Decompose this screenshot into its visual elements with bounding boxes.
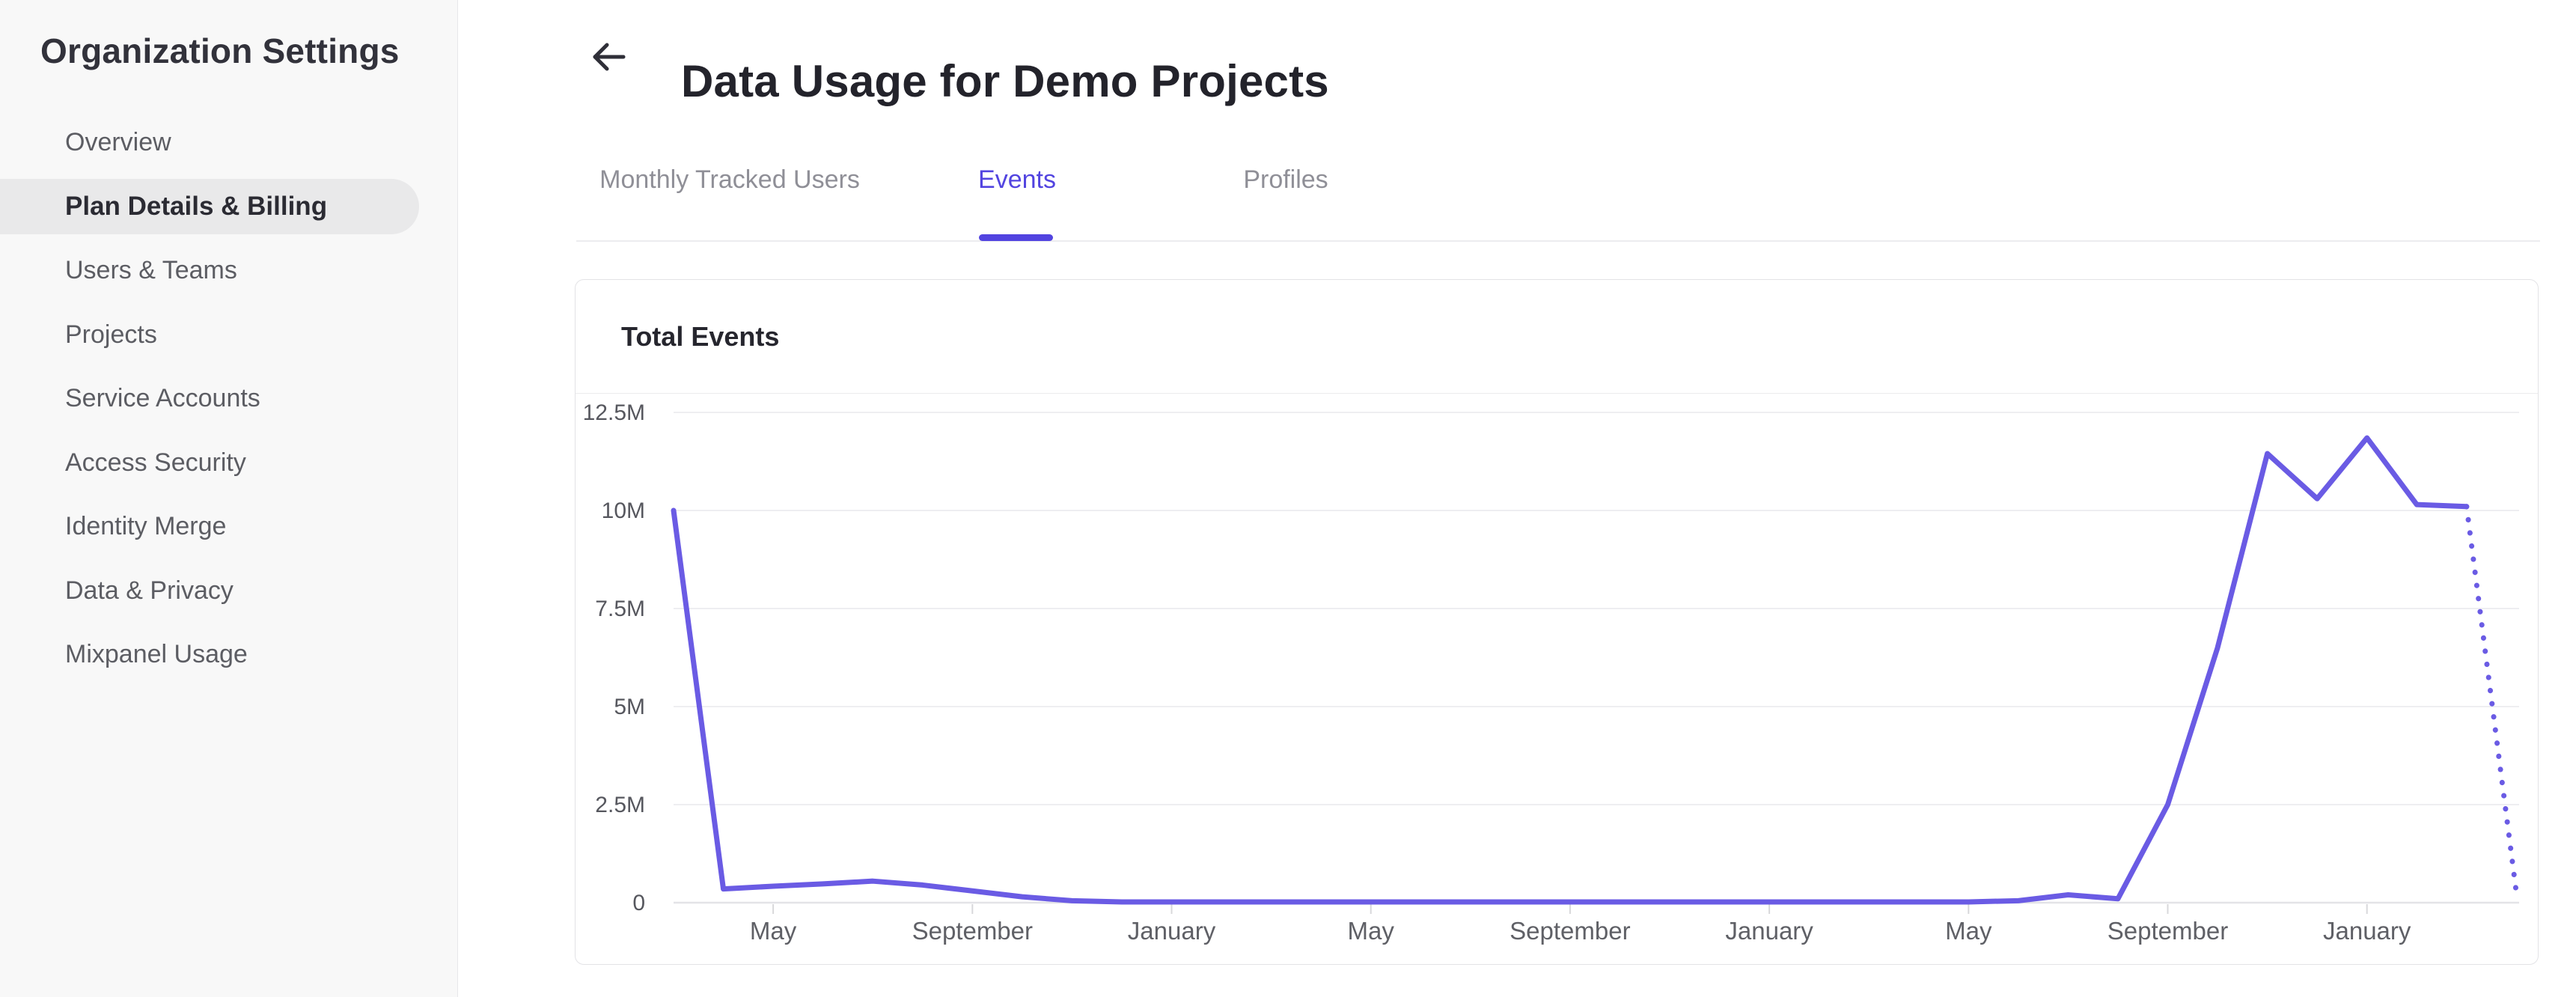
y-axis-tick-label: 0 [632, 891, 645, 915]
card-title: Total Events [621, 321, 780, 352]
tab-profiles[interactable]: Profiles [1243, 165, 1328, 194]
sidebar-item-label: Plan Details & Billing [0, 179, 419, 235]
organization-settings-sidebar: Organization Settings Overview Plan Detai… [0, 0, 458, 997]
sidebar-item-identity-merge[interactable]: Identity Merge [0, 495, 458, 559]
active-tab-indicator [979, 234, 1053, 241]
tabs-bottom-border [576, 240, 2540, 242]
y-axis-tick-label: 2.5M [595, 793, 645, 817]
sidebar-item-label: Overview [65, 128, 171, 157]
sidebar-item-label: Access Security [65, 448, 246, 477]
sidebar-item-plan-details-billing[interactable]: Plan Details & Billing [0, 175, 458, 240]
y-axis-tick-label: 7.5M [595, 597, 645, 621]
sidebar-item-label: Service Accounts [65, 384, 260, 413]
card-header [576, 280, 2538, 394]
y-axis-tick-label: 10M [602, 498, 645, 523]
total-events-card [575, 279, 2539, 965]
x-axis-tick-label: September [2108, 917, 2228, 945]
total-events-line-chart[interactable]: 12.5M 10M 7.5M 5M 2.5M 0 May September January Ma… [575, 393, 2539, 965]
sidebar-nav: Overview Plan Details & Billing Users & Te… [0, 111, 458, 687]
x-axis-tick-label: May [1945, 917, 1992, 945]
page-title: Data Usage for Demo Projects [681, 56, 1329, 107]
sidebar-item-overview[interactable]: Overview [0, 111, 458, 175]
x-axis-tick-label: January [2323, 917, 2411, 945]
x-axis-tick-label: January [1128, 917, 1216, 945]
back-button[interactable] [590, 39, 626, 75]
sidebar-item-users-teams[interactable]: Users & Teams [0, 239, 458, 303]
events-series-line [671, 435, 2470, 905]
tab-events[interactable]: Events [978, 165, 1056, 194]
y-axis-tick-label: 12.5M [583, 400, 645, 425]
sidebar-item-label: Projects [65, 320, 157, 349]
sidebar-item-projects[interactable]: Projects [0, 303, 458, 368]
sidebar-item-service-accounts[interactable]: Service Accounts [0, 367, 458, 431]
x-axis-tick-label: September [912, 917, 1033, 945]
sidebar-item-access-security[interactable]: Access Security [0, 431, 458, 496]
sidebar-item-data-privacy[interactable]: Data & Privacy [0, 559, 458, 623]
sidebar-item-mixpanel-usage[interactable]: Mixpanel Usage [0, 623, 458, 687]
x-axis-tick-label: May [1348, 917, 1395, 945]
x-axis-tick-label: May [750, 917, 797, 945]
y-axis-tick-label: 5M [614, 695, 645, 719]
sidebar-item-label: Users & Teams [65, 256, 237, 285]
sidebar-item-label: Identity Merge [65, 512, 227, 541]
x-axis-tick-label: January [1725, 917, 1813, 945]
tab-monthly-tracked-users[interactable]: Monthly Tracked Users [599, 165, 860, 194]
sidebar-item-label: Data & Privacy [65, 576, 234, 605]
sidebar-item-label: Mixpanel Usage [65, 640, 248, 669]
left-arrow-icon [593, 43, 626, 71]
x-axis-tick-label: September [1510, 917, 1630, 945]
sidebar-title: Organization Settings [40, 31, 400, 70]
events-series-projected-dotted [2464, 504, 2519, 896]
